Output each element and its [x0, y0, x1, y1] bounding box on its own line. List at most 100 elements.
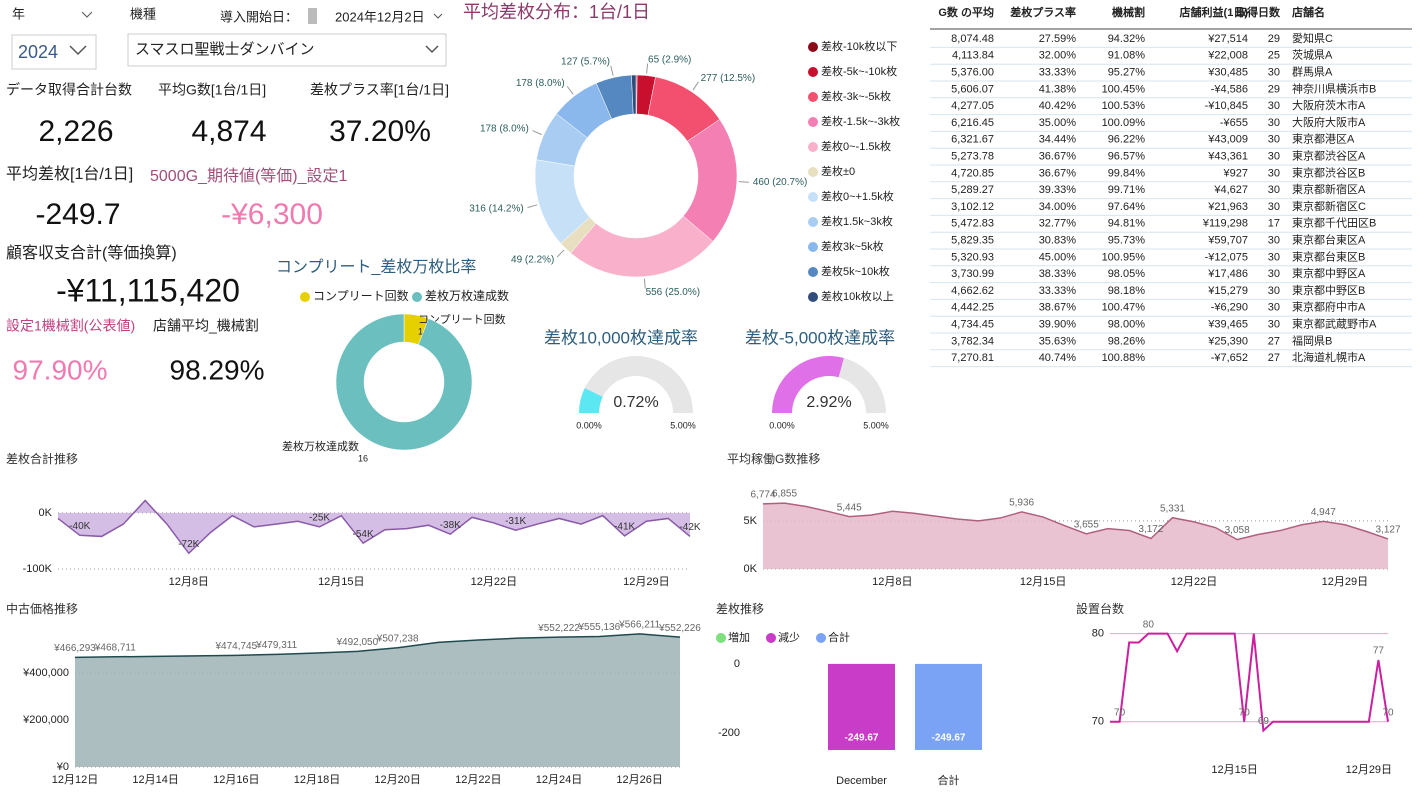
chart-title: 平均稼働G数推移: [727, 451, 820, 466]
x-tick-label: 12月24日: [536, 774, 582, 786]
table-cell: 東京都渋谷区A: [1292, 149, 1366, 163]
year-dropdown[interactable]: [11, 34, 97, 70]
table-cell: 34.44%: [1039, 134, 1077, 146]
table-cell: -¥655: [1220, 117, 1248, 129]
card-label: 平均差枚[1台/1日]: [6, 165, 133, 183]
data-label: 49 (2.2%): [511, 254, 554, 265]
table-cell: 95.73%: [1108, 235, 1146, 247]
table-cell: 4,720.85: [951, 167, 994, 179]
legend-swatch: [808, 67, 818, 77]
slicer-value: 2024: [18, 42, 58, 62]
data-label: 3,172: [1138, 524, 1163, 535]
table-cell: ¥39,465: [1207, 319, 1248, 331]
y-tick-label: 0K: [744, 563, 758, 575]
date-handle[interactable]: [308, 8, 317, 24]
leader-line: [556, 249, 565, 258]
table-cell: 5,606.07: [951, 83, 994, 95]
x-tick-label: 12月29日: [1346, 764, 1392, 776]
gauge-value: 2.92%: [806, 394, 851, 411]
x-tick-label: 12月12日: [52, 774, 98, 786]
area-fill: [58, 500, 690, 554]
chevron: [425, 45, 439, 54]
data-label: 178 (8.0%): [516, 78, 565, 89]
table-cell: 29: [1268, 33, 1280, 45]
table-cell: 30: [1268, 285, 1280, 297]
chart-title: 差枚-5,000枚達成率: [745, 328, 895, 347]
x-tick-label: 12月22日: [471, 576, 517, 588]
table-cell: 4,442.25: [951, 302, 994, 314]
table-cell: 4,277.05: [951, 100, 994, 112]
table-cell: 29: [1268, 83, 1280, 95]
data-label: 3,058: [1225, 525, 1250, 536]
legend-swatch: [808, 242, 818, 252]
y-tick-label: -100K: [23, 563, 53, 575]
table-header: 店舗名: [1292, 5, 1325, 19]
data-label: ¥507,238: [376, 633, 419, 644]
table-cell: 30: [1268, 100, 1280, 112]
table-cell: ¥4,627: [1213, 184, 1248, 196]
table-cell: 7,270.81: [951, 352, 994, 364]
legend-swatch: [412, 292, 422, 302]
data-label: 5,445: [837, 502, 862, 513]
table-cell: -¥6,290: [1211, 302, 1248, 314]
x-tick-label: 12月22日: [455, 774, 501, 786]
table-cell: 5,829.35: [951, 235, 994, 247]
table-cell: 30: [1268, 251, 1280, 263]
x-tick-label: 12月20日: [374, 774, 420, 786]
card-value: 2,226: [38, 115, 113, 148]
data-label: 77: [1373, 646, 1385, 657]
table-cell: -¥12,075: [1205, 251, 1248, 263]
table-cell: 45.00%: [1039, 251, 1077, 263]
table-header: G数 の平均: [938, 5, 994, 19]
table-cell: -¥7,652: [1211, 352, 1248, 364]
leader-line: [692, 81, 699, 91]
table-cell: 8,074.48: [951, 33, 994, 45]
table-cell: 5,273.78: [951, 151, 994, 163]
table-cell: 38.33%: [1039, 268, 1077, 280]
bar-label: -249.67: [845, 733, 879, 744]
table-header: 店舗利益(1日): [1180, 5, 1249, 19]
card-label: 設定1機械割(公表値): [6, 318, 135, 334]
table-cell: 30: [1268, 235, 1280, 247]
model-dropdown[interactable]: [127, 33, 447, 67]
table-cell: 95.27%: [1108, 67, 1146, 79]
gauge-track: [579, 356, 693, 413]
table-cell: 30: [1268, 302, 1280, 314]
y-tick-label: ¥0: [56, 761, 69, 773]
legend-swatch: [808, 167, 818, 177]
table-cell: 30: [1268, 201, 1280, 213]
table-cell: -¥4,586: [1211, 83, 1248, 95]
table-cell: 群馬県A: [1292, 65, 1333, 79]
leader-line: [566, 86, 574, 95]
table-cell: 34.00%: [1039, 201, 1077, 213]
legend-label: 差枚-1.5k~-3k枚: [821, 114, 900, 128]
table-cell: 33.33%: [1039, 285, 1077, 297]
gauge-max: 5.00%: [670, 420, 696, 430]
leader-line: [527, 204, 538, 209]
table-cell: 30.83%: [1039, 235, 1077, 247]
table-cell: 愛知県C: [1292, 31, 1333, 45]
data-label: 65 (2.9%): [648, 54, 691, 65]
leader-line: [738, 181, 749, 183]
chart-title: 中古価格推移: [6, 601, 78, 616]
table-cell: 100.09%: [1102, 117, 1146, 129]
bar: [828, 663, 895, 750]
data-label: 80: [1143, 619, 1155, 630]
legend-label: 差枚3k~5k枚: [821, 239, 884, 253]
table-cell: 91.08%: [1108, 50, 1146, 62]
legend-swatch: [808, 217, 818, 227]
data-label: 3,127: [1375, 525, 1400, 536]
x-tick-label: 12月8日: [169, 576, 209, 588]
table-cell: 6,216.45: [951, 117, 994, 129]
data-label: 5,936: [1009, 498, 1034, 509]
leader-line: [532, 130, 542, 136]
data-label: 127 (5.7%): [561, 57, 610, 68]
data-label: 1: [418, 326, 423, 336]
table-cell: 東京都府中市A: [1292, 300, 1366, 314]
category-label: 差枚万枚達成数: [282, 439, 359, 453]
table-cell: 東京都港区A: [1292, 132, 1355, 146]
table-cell: 5,320.93: [951, 251, 994, 263]
table-cell: 30: [1268, 67, 1280, 79]
table-cell: 36.67%: [1039, 151, 1077, 163]
